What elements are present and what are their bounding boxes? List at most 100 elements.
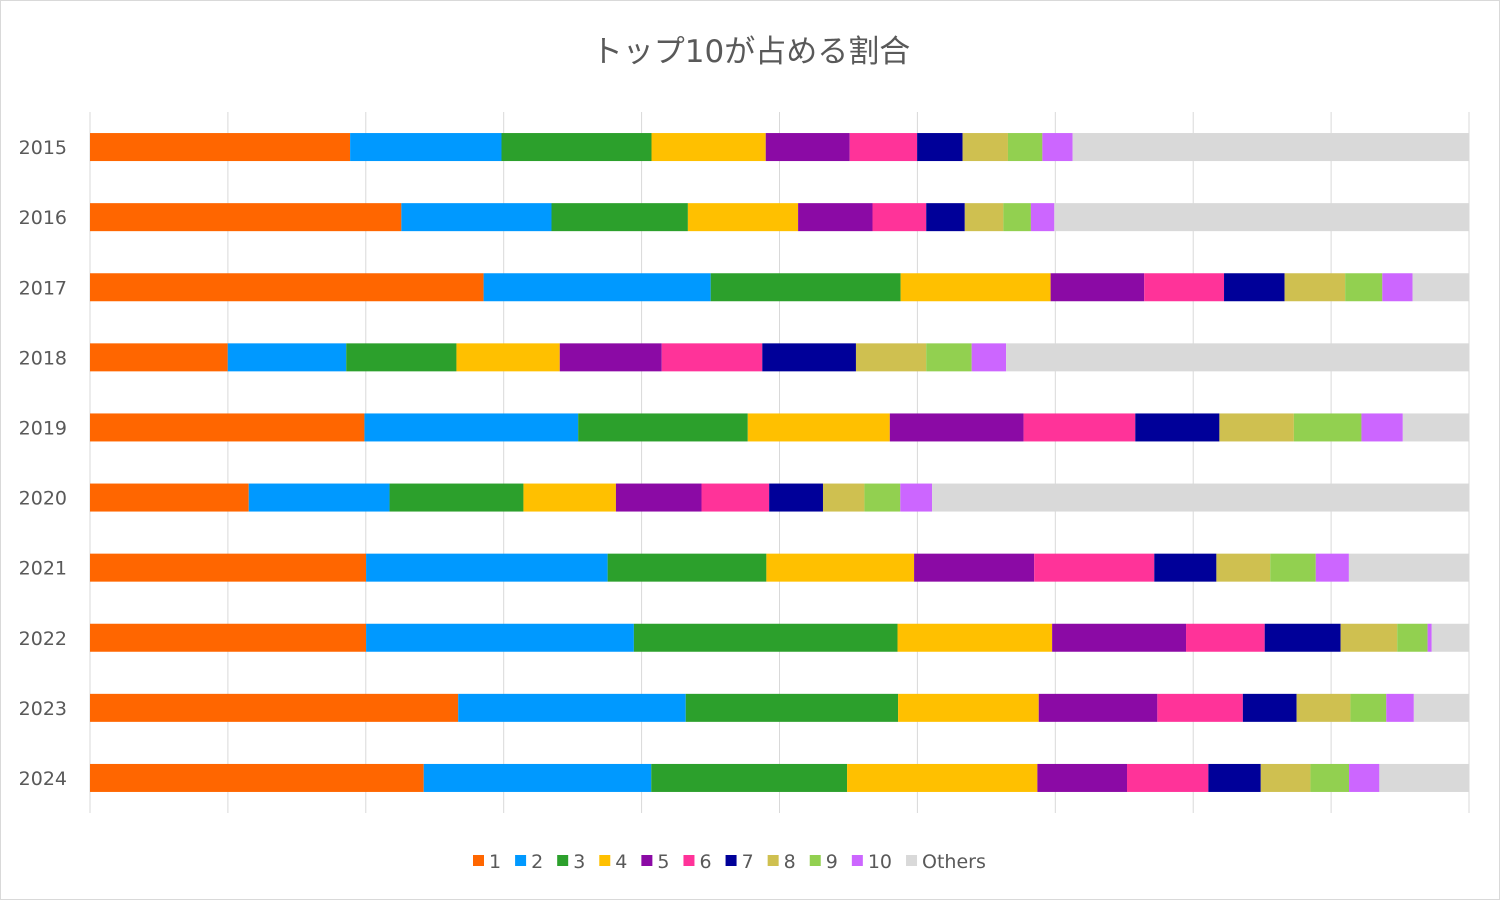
bar-segment-2022-2 — [366, 623, 634, 652]
legend-label: 3 — [573, 851, 585, 873]
bar-segment-2018-5 — [559, 343, 662, 372]
legend-swatch — [683, 855, 695, 866]
bar-segment-2021-5 — [914, 553, 1035, 582]
bar-segment-2017-3 — [710, 273, 901, 302]
bar-segment-2019-10 — [1361, 413, 1403, 442]
bar-segment-2019-3 — [578, 413, 748, 442]
bar-segment-2020-9 — [864, 483, 901, 512]
bar-segment-2016-2 — [401, 203, 552, 232]
bar-segment-2016-4 — [687, 203, 799, 232]
legend-label: 5 — [657, 851, 669, 873]
y-tick-label: 2019 — [19, 417, 67, 439]
legend-swatch — [641, 855, 653, 866]
y-tick-label: 2015 — [19, 137, 67, 159]
legend-label: 6 — [699, 851, 711, 873]
legend-label: 8 — [784, 851, 796, 873]
bar-segment-2022-8 — [1340, 623, 1398, 652]
bar-segment-2020-1 — [90, 483, 249, 512]
bar-segment-2024-8 — [1260, 763, 1311, 792]
legend-label: 2 — [531, 851, 543, 873]
bar-segment-2015-7 — [917, 133, 963, 162]
bar-segment-2015-8 — [962, 133, 1008, 162]
bar-segment-2021-4 — [766, 553, 915, 582]
bar-segment-2016-9 — [1003, 203, 1031, 232]
bar-segment-2018-3 — [346, 343, 457, 372]
bar-segment-2023-Others — [1413, 693, 1469, 722]
y-tick-label: 2021 — [19, 558, 67, 580]
legend-swatch — [767, 855, 779, 866]
legend-item-7: 7 — [725, 851, 754, 873]
bar-segment-2018-7 — [762, 343, 856, 372]
bar-segment-2018-2 — [227, 343, 347, 372]
bar-segment-2021-1 — [90, 553, 367, 582]
bar-segment-2016-Others — [1054, 203, 1469, 232]
bar-segment-2015-4 — [651, 133, 766, 162]
bar-segment-2019-7 — [1135, 413, 1220, 442]
legend-label: 7 — [742, 851, 754, 873]
legend-item-10: 10 — [851, 851, 892, 873]
bar-segment-2018-Others — [1006, 343, 1469, 372]
bar-segment-2017-Others — [1412, 273, 1469, 302]
bar-segment-2022-10 — [1427, 623, 1432, 652]
bar-segment-2015-3 — [501, 133, 652, 162]
legend-item-9: 9 — [809, 851, 838, 873]
legend-label: 1 — [489, 851, 501, 873]
bar-segment-2024-5 — [1037, 763, 1128, 792]
bar-segment-2022-Others — [1431, 623, 1469, 652]
bar-segment-2023-8 — [1296, 693, 1351, 722]
bar-segment-2018-8 — [855, 343, 927, 372]
bar-segment-2017-5 — [1050, 273, 1145, 302]
bar-segment-2015-5 — [765, 133, 850, 162]
bar-segment-2019-9 — [1293, 413, 1362, 442]
bar-segment-2016-8 — [964, 203, 1004, 232]
bar-segment-2015-10 — [1042, 133, 1073, 162]
chart-title: トップ10が占める割合 — [592, 34, 910, 70]
bar-segment-2020-4 — [523, 483, 616, 512]
bar-segment-2019-2 — [364, 413, 579, 442]
y-tick-label: 2017 — [19, 277, 67, 299]
bar-segment-2020-6 — [701, 483, 770, 512]
bar-segment-2023-7 — [1242, 693, 1297, 722]
bar-segment-2020-5 — [615, 483, 702, 512]
legend-item-3: 3 — [557, 851, 585, 873]
bar-segment-2023-9 — [1350, 693, 1387, 722]
legend-label: 10 — [868, 851, 892, 873]
bar-segment-2019-5 — [889, 413, 1024, 442]
legend-label: 4 — [615, 851, 627, 873]
bar-segment-2019-Others — [1402, 413, 1469, 442]
y-tick-label: 2020 — [19, 488, 67, 510]
bar-segment-2021-8 — [1216, 553, 1271, 582]
legend-swatch — [599, 855, 611, 866]
bar-segment-2022-4 — [897, 623, 1053, 652]
legend-item-4: 4 — [599, 851, 627, 873]
y-tick-label: 2018 — [19, 347, 67, 369]
y-axis-labels: 2015 2016 2017 2018 2019 2020 2021 2022 2023 2024 — [19, 137, 67, 790]
legend-label: Others — [922, 851, 986, 873]
legend: 1 2 3 4 5 6 7 8 9 10 Others — [473, 851, 986, 873]
bar-segment-2016-10 — [1030, 203, 1055, 232]
bar-segment-2023-6 — [1157, 693, 1243, 722]
bar-segment-2018-1 — [90, 343, 228, 372]
bar-segment-2016-3 — [551, 203, 688, 232]
bar-segment-2018-9 — [926, 343, 972, 372]
bar-segment-2016-7 — [926, 203, 965, 232]
bar-segment-2017-7 — [1224, 273, 1285, 302]
bar-segment-2024-9 — [1310, 763, 1350, 792]
bar-segment-2017-8 — [1284, 273, 1346, 302]
bar-segment-2022-7 — [1264, 623, 1341, 652]
bar-segment-2018-6 — [661, 343, 763, 372]
bar-segment-2023-4 — [898, 693, 1039, 722]
bar-segment-2021-Others — [1348, 553, 1469, 582]
legend-swatch — [557, 855, 569, 866]
legend-item-Others: Others — [906, 851, 986, 873]
bar-segment-2019-6 — [1023, 413, 1136, 442]
bar-segment-2017-10 — [1382, 273, 1413, 302]
bar-segment-2016-5 — [798, 203, 873, 232]
bar-segment-2021-10 — [1315, 553, 1349, 582]
legend-label: 9 — [826, 851, 838, 873]
bar-segment-2023-2 — [458, 693, 686, 722]
bar-segment-2019-8 — [1219, 413, 1294, 442]
bar-segment-2021-3 — [607, 553, 767, 582]
